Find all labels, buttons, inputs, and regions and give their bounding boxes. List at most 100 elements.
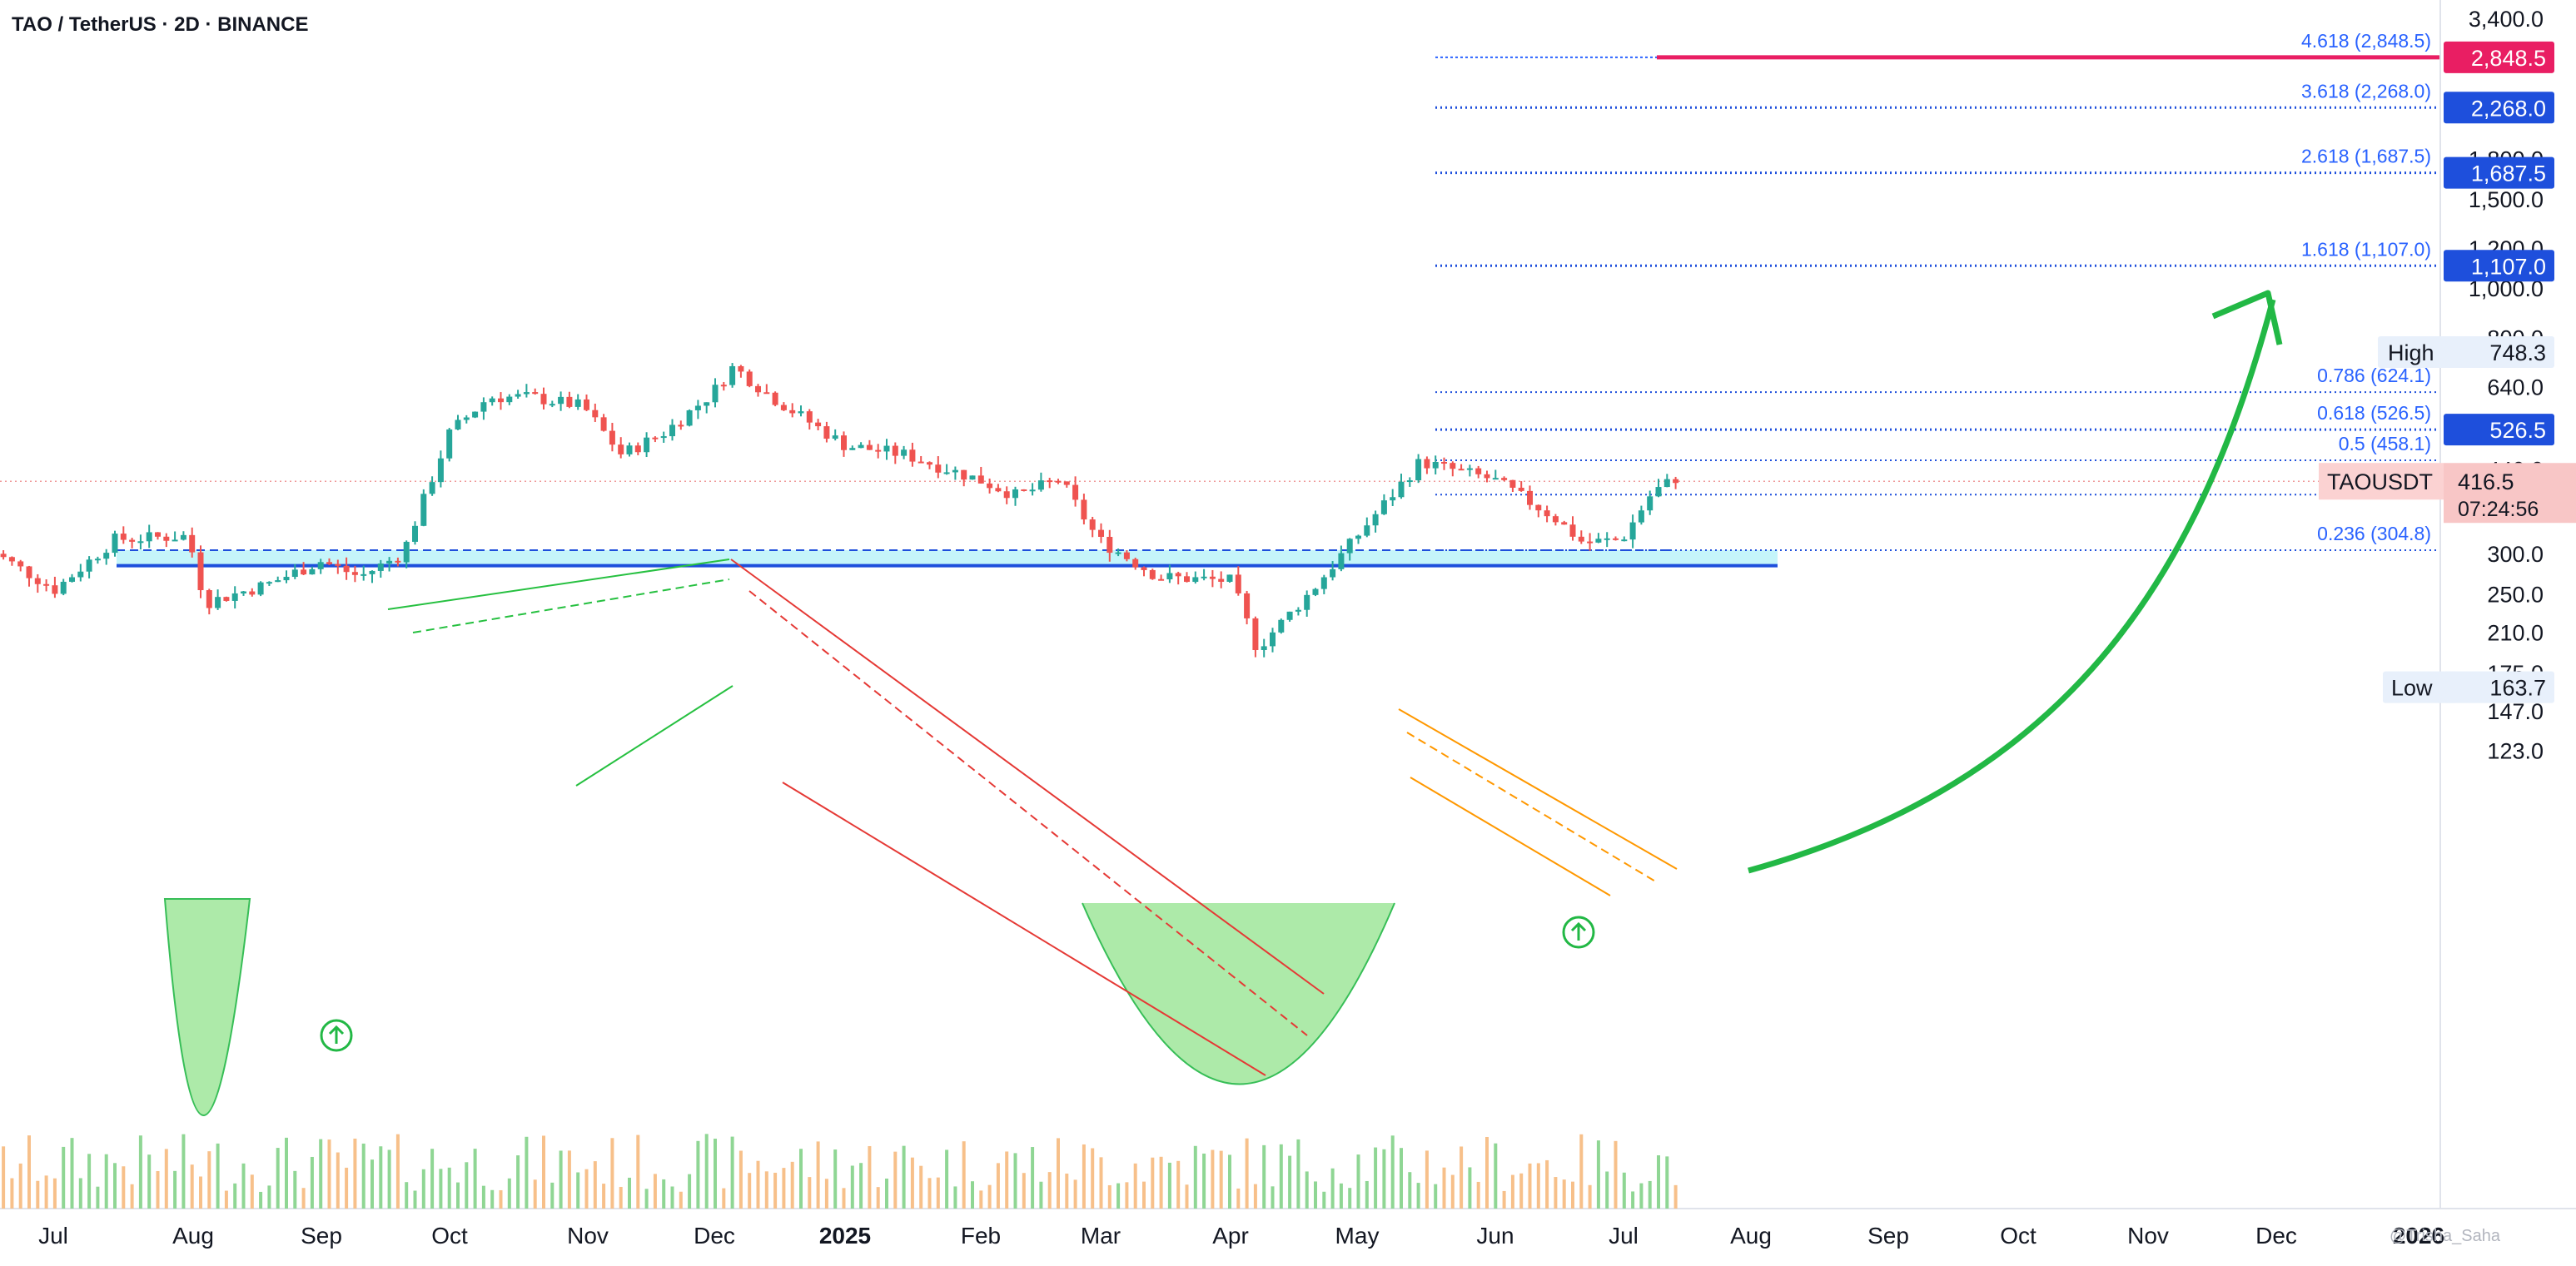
candle-body xyxy=(1638,510,1644,523)
candle xyxy=(875,444,882,459)
volume-bar xyxy=(885,1178,889,1209)
candle-body xyxy=(1501,478,1508,480)
candle-body xyxy=(52,585,58,594)
price-tick-label: 250.0 xyxy=(2487,582,2544,607)
price-tick-label: 210.0 xyxy=(2487,621,2544,646)
volume-bar xyxy=(816,1141,820,1209)
candle xyxy=(746,369,753,388)
candle-body xyxy=(480,402,487,412)
candle-body xyxy=(1235,574,1241,593)
target-arrow xyxy=(1748,299,2276,874)
candle xyxy=(1270,628,1276,653)
candle xyxy=(1106,529,1113,562)
candle-body xyxy=(609,430,615,445)
candle xyxy=(1424,456,1430,474)
candle xyxy=(1372,510,1379,533)
volume-bar xyxy=(490,1189,495,1209)
fib-price-badge xyxy=(2444,41,2554,73)
candle-body xyxy=(1295,609,1301,612)
candle-body xyxy=(995,488,1002,492)
candle-body xyxy=(1355,535,1362,539)
candle xyxy=(755,384,762,397)
volume-bar xyxy=(722,1188,726,1209)
candle-body xyxy=(815,422,822,427)
candle-body xyxy=(1398,481,1405,498)
candle-body xyxy=(1518,487,1524,491)
volume-bar xyxy=(1236,1188,1241,1209)
candle-body xyxy=(1604,538,1610,540)
volume-bar xyxy=(1167,1162,1171,1209)
candle xyxy=(1158,574,1165,581)
candle-body xyxy=(532,392,539,395)
candle xyxy=(1175,571,1181,585)
candle xyxy=(1295,607,1301,616)
candle-body xyxy=(1527,490,1534,505)
volume-bar xyxy=(662,1179,666,1209)
volume-bar xyxy=(1305,1171,1309,1209)
candle-body xyxy=(1552,516,1559,523)
volume-bar xyxy=(233,1183,237,1209)
candle-body xyxy=(584,399,590,410)
candle-body xyxy=(1578,536,1584,542)
candle-body xyxy=(8,557,15,562)
candle xyxy=(772,391,778,407)
volume-bar xyxy=(70,1138,74,1209)
volume-bar xyxy=(1536,1163,1540,1209)
volume-bar xyxy=(808,1177,812,1209)
volume-bar xyxy=(1031,1147,1035,1209)
candle xyxy=(1475,465,1482,479)
candle xyxy=(918,455,924,464)
candle xyxy=(1123,549,1130,562)
high-label: High xyxy=(2388,340,2434,365)
candle-body xyxy=(94,559,101,561)
candle-body xyxy=(197,552,204,591)
volume-bar xyxy=(1279,1144,1283,1209)
volume-bar xyxy=(996,1163,1000,1209)
candle-body xyxy=(987,483,993,489)
candle-body xyxy=(1012,489,1019,499)
candle-body xyxy=(678,424,684,427)
candle xyxy=(1244,590,1251,625)
candle-body xyxy=(1380,500,1387,514)
volume-bar xyxy=(156,1170,160,1209)
candle-body xyxy=(1270,632,1276,647)
candle xyxy=(129,538,136,549)
volume-bar xyxy=(764,1171,768,1209)
candle-body xyxy=(961,469,967,480)
candle xyxy=(1647,490,1654,515)
candle xyxy=(1415,454,1422,484)
time-tick-label: Mar xyxy=(1081,1223,1121,1249)
candle xyxy=(832,429,838,441)
fib-price-badge xyxy=(2444,414,2554,446)
candle-body xyxy=(841,435,848,450)
candle-body xyxy=(1484,474,1490,479)
candle xyxy=(1218,571,1225,588)
candle xyxy=(155,532,162,540)
candle-body xyxy=(780,405,787,410)
candle-body xyxy=(875,449,882,452)
candle xyxy=(712,378,719,408)
volume-bar xyxy=(1296,1139,1300,1209)
volume-bar xyxy=(902,1145,906,1209)
candle xyxy=(858,442,864,449)
volume-bar xyxy=(336,1152,340,1209)
volume-bar xyxy=(1262,1144,1266,1209)
candle-body xyxy=(1184,576,1191,583)
candle xyxy=(446,428,453,462)
time-tick-label: Aug xyxy=(172,1223,214,1249)
candle-body xyxy=(1063,481,1070,485)
candle xyxy=(1621,536,1628,542)
volume-bar xyxy=(370,1159,375,1209)
volume-bar xyxy=(1390,1135,1395,1209)
candle xyxy=(935,456,942,479)
candle-body xyxy=(377,563,384,571)
candle xyxy=(369,570,375,583)
candle xyxy=(317,559,324,574)
candle-body xyxy=(1158,578,1165,581)
volume-bar xyxy=(1065,1173,1069,1209)
candle-body xyxy=(412,525,419,542)
candle xyxy=(223,596,230,602)
candle xyxy=(1673,476,1679,489)
volume-bar xyxy=(96,1186,100,1209)
